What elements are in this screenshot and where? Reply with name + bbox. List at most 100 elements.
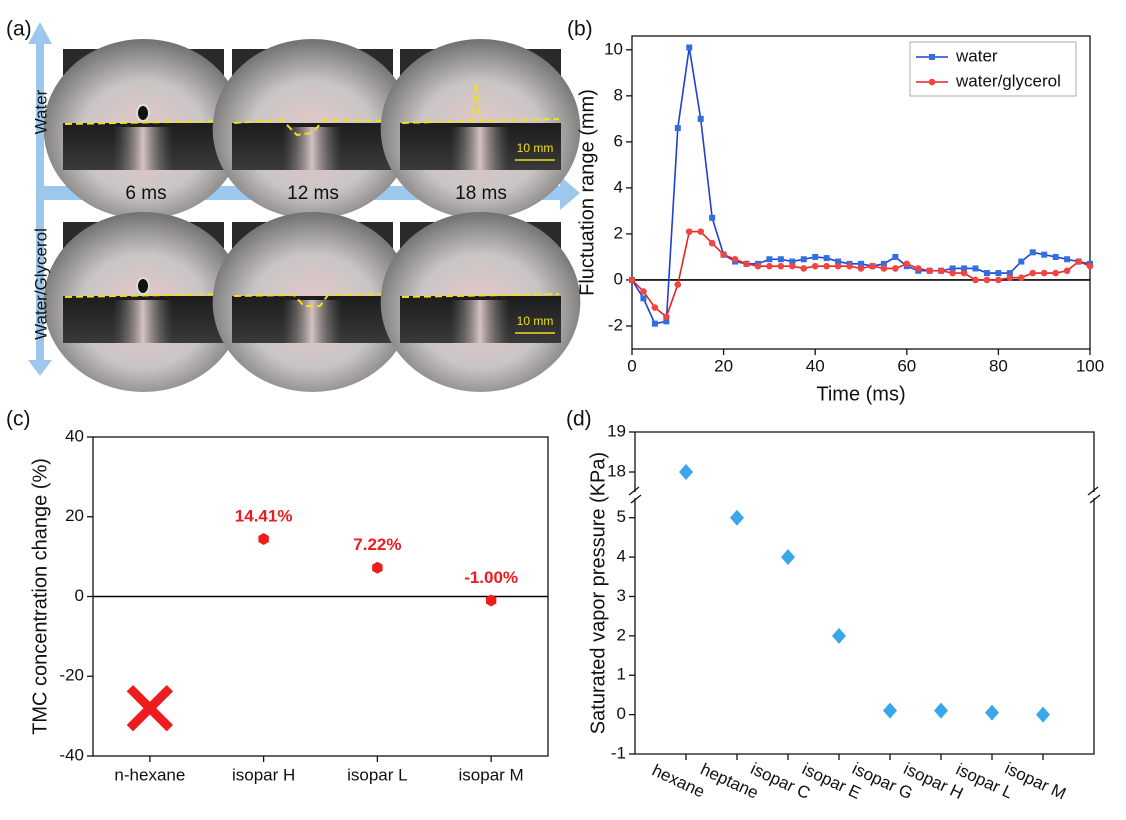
y-tick-label: 10	[604, 39, 623, 58]
marker	[823, 255, 830, 262]
x-tick-label: n-hexane	[114, 765, 185, 784]
marker	[949, 265, 956, 272]
marker	[743, 260, 750, 268]
marker	[1018, 274, 1025, 281]
marker	[640, 295, 647, 302]
x-tick-label: 20	[714, 356, 733, 375]
marker	[983, 276, 991, 284]
marker	[883, 702, 897, 719]
value-label: 7.22%	[353, 535, 401, 554]
x-tick-label: 40	[806, 356, 825, 375]
x-tick-label: 80	[989, 356, 1008, 375]
y-tick-label: 20	[65, 506, 84, 525]
photo-beam	[450, 300, 510, 343]
surface-outline	[233, 118, 392, 137]
photo-beam	[282, 127, 342, 170]
y-tick-label: 4	[614, 177, 623, 196]
marker	[731, 255, 739, 263]
marker	[781, 549, 795, 566]
legend-label: water	[955, 46, 998, 65]
marker	[983, 270, 990, 277]
marker	[766, 262, 773, 270]
marker	[880, 265, 888, 272]
marker	[1040, 269, 1048, 277]
y-tick-label: -2	[608, 315, 623, 334]
y-tick-label: -40	[59, 745, 84, 764]
axis-break	[628, 486, 642, 504]
time-label: 12 ms	[287, 183, 339, 204]
photo-beam	[450, 127, 510, 170]
marker	[1075, 258, 1082, 265]
photo: 10 mm	[380, 39, 581, 219]
marker	[960, 269, 968, 277]
marker	[926, 267, 933, 275]
marker	[754, 262, 762, 270]
marker	[929, 54, 935, 60]
marker	[934, 702, 948, 719]
y-tick-label: 18	[607, 461, 626, 480]
y-tick-label: 5	[617, 507, 626, 526]
row-label: Water	[31, 89, 50, 134]
marker	[857, 265, 865, 272]
marker	[892, 265, 899, 272]
photo-beam	[113, 127, 173, 170]
photo-panel: 10 mm 10 mm	[28, 22, 581, 392]
surface-outline	[401, 293, 560, 298]
panel-label: (b)	[567, 18, 593, 41]
marker	[949, 269, 956, 277]
x-tick-label: isopar L	[347, 765, 407, 784]
marker	[777, 262, 785, 270]
marker	[258, 533, 269, 546]
marker	[730, 509, 744, 526]
marker	[126, 684, 174, 732]
marker	[1052, 269, 1059, 277]
marker	[372, 561, 383, 574]
y-tick-label: 0	[75, 586, 84, 605]
marker	[995, 270, 1002, 277]
marker	[651, 320, 658, 327]
legend-label: water/glycerol	[955, 71, 1061, 90]
marker	[1052, 253, 1059, 260]
scale-bar-label: 10 mm	[517, 314, 554, 328]
marker	[679, 464, 693, 480]
surface-outline	[233, 293, 392, 307]
marker	[972, 276, 979, 284]
marker	[686, 44, 693, 51]
x-tick-label: hexane	[649, 761, 708, 802]
x-tick-label: 100	[1076, 356, 1104, 375]
marker	[832, 627, 846, 644]
plot-frame	[631, 35, 1091, 350]
marker	[789, 262, 796, 270]
droplet	[136, 104, 150, 122]
marker	[628, 276, 636, 284]
y-tick-label: 0	[614, 269, 623, 288]
y-tick-label: -1	[611, 743, 626, 762]
marker	[709, 214, 716, 221]
marker	[835, 258, 842, 265]
y-tick-label: 8	[614, 85, 623, 104]
y-tick-label: 6	[614, 131, 623, 150]
y-tick-label: 4	[617, 547, 626, 566]
marker	[1086, 262, 1094, 270]
photo	[43, 212, 244, 392]
marker	[640, 288, 647, 295]
y-tick-label: 2	[614, 223, 623, 242]
y-axis-title: TMC concentration change (%)	[29, 458, 51, 735]
y-axis-title: Saturated vapor pressure (KPa)	[587, 452, 609, 734]
marker	[1063, 267, 1071, 275]
marker	[846, 262, 853, 270]
x-tick-label: isopar H	[232, 765, 295, 784]
x-tick-label: isopar M	[1002, 759, 1069, 804]
photo-beam	[282, 300, 342, 343]
y-tick-label: 0	[617, 704, 626, 723]
marker	[663, 313, 670, 321]
x-axis-title: Time (ms)	[816, 383, 905, 405]
marker	[823, 262, 830, 270]
panel-label: (d)	[566, 408, 592, 431]
marker	[789, 258, 796, 265]
marker	[972, 265, 979, 272]
marker	[937, 267, 945, 275]
marker	[651, 304, 659, 311]
marker	[1029, 269, 1037, 277]
marker	[858, 260, 864, 267]
